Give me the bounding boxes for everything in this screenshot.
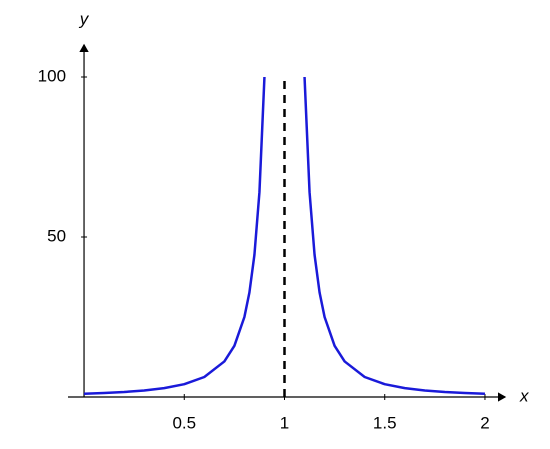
x-tick-label: 1.5 xyxy=(373,413,397,432)
x-tick-label: 2 xyxy=(480,413,489,432)
y-axis-label: y xyxy=(79,9,90,28)
x-axis-label: x xyxy=(519,386,529,405)
curve xyxy=(83,76,486,396)
y-tick-label: 100 xyxy=(38,66,66,85)
x-tick-label: 1 xyxy=(280,413,289,432)
y-tick-label: 50 xyxy=(47,226,66,245)
x-tick-label: 0.5 xyxy=(172,413,196,432)
